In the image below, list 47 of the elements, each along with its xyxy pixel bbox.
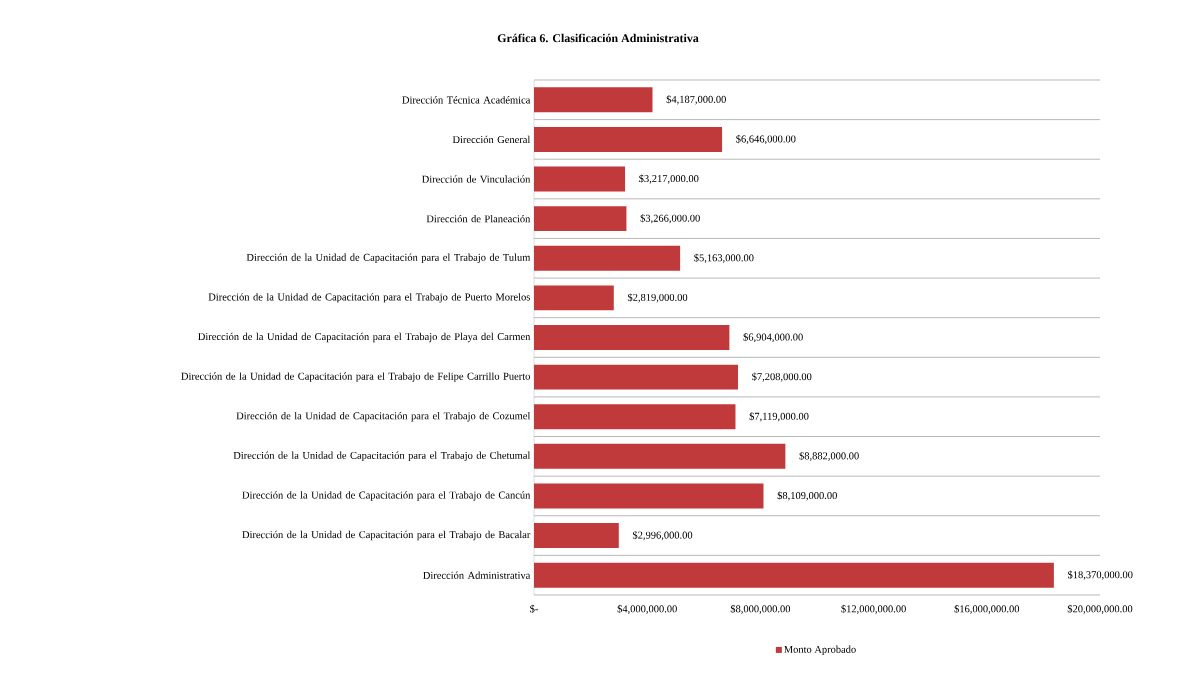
legend-label: Monto Aprobado [784, 645, 856, 655]
data-label: $7,119,000.00 [749, 412, 809, 422]
bar [534, 285, 614, 311]
x-tick-label: $- [530, 604, 538, 614]
x-tick-label: $20,000,000.00 [1067, 604, 1133, 614]
data-label: $7,208,000.00 [752, 372, 812, 382]
x-tick-label: $12,000,000.00 [841, 604, 906, 614]
y-tick-label: Dirección Administrativa [423, 571, 531, 579]
data-label: $2,819,000.00 [627, 293, 688, 303]
y-tick-label: Dirección de la Unidad de Capacitación para el Trabajo de Bacalar [242, 530, 531, 541]
data-label: $8,882,000.00 [799, 451, 859, 461]
data-label: $2,996,000.00 [632, 530, 693, 541]
y-tick-label: Dirección General [452, 135, 531, 144]
data-label: $8,109,000.00 [777, 491, 837, 501]
x-tick-label: $16,000,000.00 [954, 604, 1020, 614]
bar [534, 245, 681, 271]
data-label: $3,217,000.00 [639, 174, 699, 184]
bar [534, 443, 786, 469]
bar [534, 523, 619, 549]
data-label: $4,187,000.00 [666, 95, 726, 105]
x-tick-label: $4,000,000.00 [617, 604, 677, 614]
y-tick-label: Dirección de la Unidad de Capacitación para el Trabajo de Puerto Morelos [208, 293, 530, 303]
bar [534, 206, 627, 232]
data-label: $6,904,000.00 [743, 332, 803, 343]
bar [534, 483, 764, 509]
y-tick-label: Dirección de la Unidad de Capacitación para el Trabajo de Cancún [242, 491, 531, 501]
data-label: $18,370,000.00 [1068, 570, 1133, 580]
bar [534, 166, 626, 192]
y-tick-label: Dirección de la Unidad de Capacitación para el Trabajo de Tulum [246, 253, 531, 263]
y-tick-label: Dirección de la Unidad de Capacitación para el Trabajo de Chetumal [233, 451, 531, 462]
bar [534, 562, 1054, 588]
data-label: $3,266,000.00 [640, 214, 700, 224]
data-label: $5,163,000.00 [694, 253, 754, 263]
bar [534, 364, 738, 390]
y-tick-label: Dirección de la Unidad de Capacitación para el Trabajo de Felipe Carrillo Puerto [181, 372, 530, 382]
data-label: $6,646,000.00 [736, 134, 796, 144]
chart-title: Gráfica 6. Clasificación Administrativa [497, 33, 699, 43]
bar [534, 325, 730, 350]
bar [534, 87, 653, 113]
x-tick-label: $8,000,000.00 [730, 604, 791, 614]
y-tick-label: Dirección de la Unidad de Capacitación para el Trabajo de Playa del Carmen [198, 332, 531, 343]
bar [534, 404, 736, 430]
bar [534, 126, 723, 152]
y-tick-label: Dirección de Vinculación [422, 175, 531, 183]
y-tick-label: Dirección Técnica Académica [402, 96, 531, 104]
y-tick-label: Dirección de Planeación [426, 214, 531, 223]
y-tick-label: Dirección de la Unidad de Capacitación para el Trabajo de Cozumel [236, 411, 531, 422]
